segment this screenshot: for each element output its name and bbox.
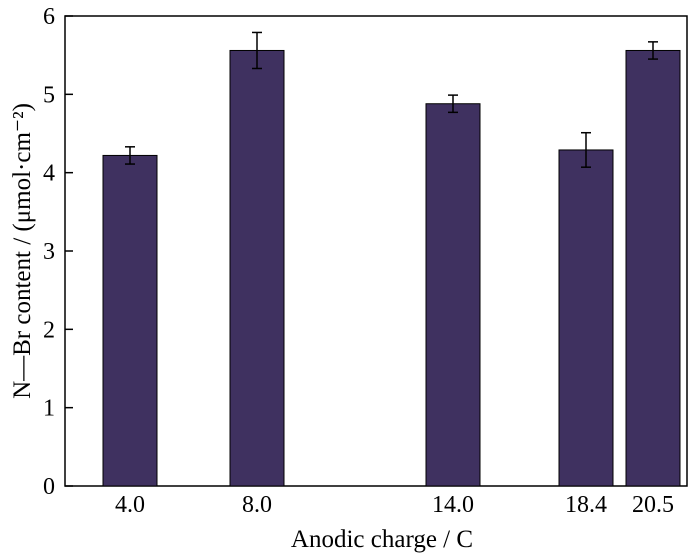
y-axis: 0 1 2 3 4 5 6 — [43, 4, 73, 500]
y-axis-title: N—Br content / (μmol·cm⁻²) — [9, 103, 36, 399]
bar — [625, 49, 681, 487]
y-tick-label: 2 — [43, 317, 55, 343]
y-tick-label: 1 — [43, 396, 55, 422]
bar — [425, 103, 481, 487]
y-tick-label: 4 — [43, 161, 55, 187]
x-tick-label: 20.5 — [632, 492, 674, 518]
y-tick-label: 0 — [43, 474, 55, 500]
bar — [229, 49, 285, 487]
bar — [102, 154, 158, 487]
x-axis-title: Anodic charge / C — [291, 526, 473, 553]
y-tick-label: 3 — [43, 239, 55, 265]
y-tick-label: 5 — [43, 82, 55, 108]
x-tick-label: 14.0 — [432, 492, 474, 518]
bar — [558, 149, 614, 487]
x-tick-label: 18.4 — [565, 492, 607, 518]
bars — [102, 49, 681, 487]
x-tick-label: 4.0 — [115, 492, 145, 518]
x-tick-label: 8.0 — [242, 492, 272, 518]
error-bars — [125, 31, 658, 168]
y-tick-label: 6 — [43, 4, 55, 30]
